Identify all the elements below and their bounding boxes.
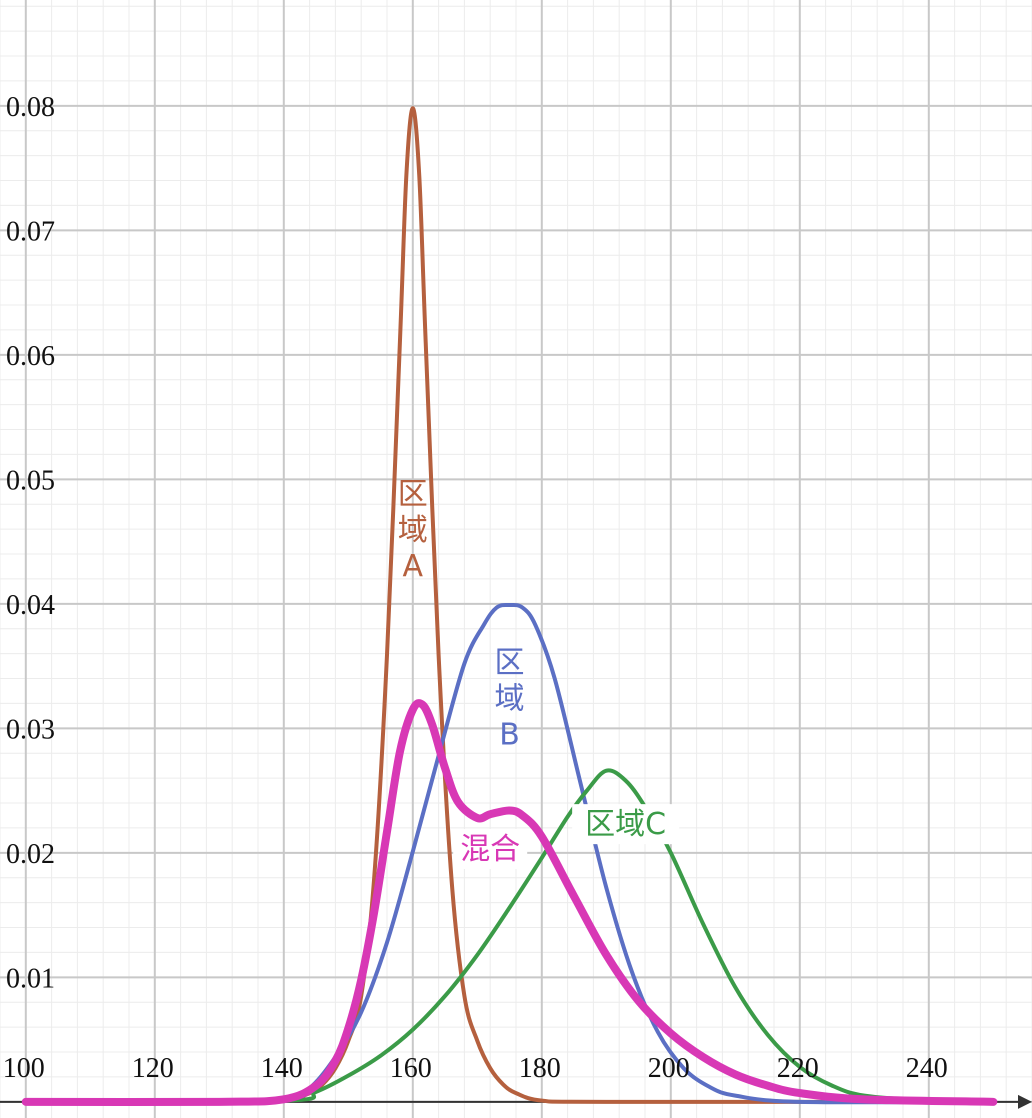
curves [21,106,998,1107]
region-b-label: 区 [495,645,525,680]
region-a-label: A [403,549,424,584]
mixture-label: 混合 [460,832,520,867]
y-tick-label: 0.05 [6,465,55,496]
x-tick-label: 160 [390,1053,432,1084]
region-b-label: B [499,717,520,752]
region-a-label: 域 [398,513,428,548]
x-tick-label: 120 [132,1053,174,1084]
y-tick-label: 0.03 [6,714,55,745]
region-b-label: 域 [495,681,525,716]
region-a-label: 区 [398,477,428,512]
x-tick-label: 240 [906,1053,948,1084]
region-c-label-bg [572,804,680,845]
region-c-label: 区域C [585,807,666,842]
mixture-label-bg [453,829,528,870]
x-tick-label: 220 [777,1053,819,1084]
x-tick-label: 180 [519,1053,561,1084]
x-axis-arrow [1018,1094,1032,1109]
y-tick-label: 0.01 [6,963,55,994]
x-tick-labels: 100 120 140 160 180 200 220 240 [3,1053,948,1084]
y-tick-label: 0.04 [6,590,55,621]
x-tick-label: 140 [261,1053,303,1084]
x-tick-label: 100 [3,1053,45,1084]
y-tick-label: 0.06 [6,341,55,372]
y-tick-label: 0.08 [6,92,55,123]
y-tick-label: 0.02 [6,839,55,870]
y-tick-label: 0.07 [6,216,55,247]
y-tick-labels: 0.01 0.02 0.03 0.04 0.05 0.06 0.07 0.08 [6,92,55,994]
x-tick-label: 200 [648,1053,690,1084]
mixture-curve [21,699,998,1107]
region-c-curve [23,768,996,1104]
